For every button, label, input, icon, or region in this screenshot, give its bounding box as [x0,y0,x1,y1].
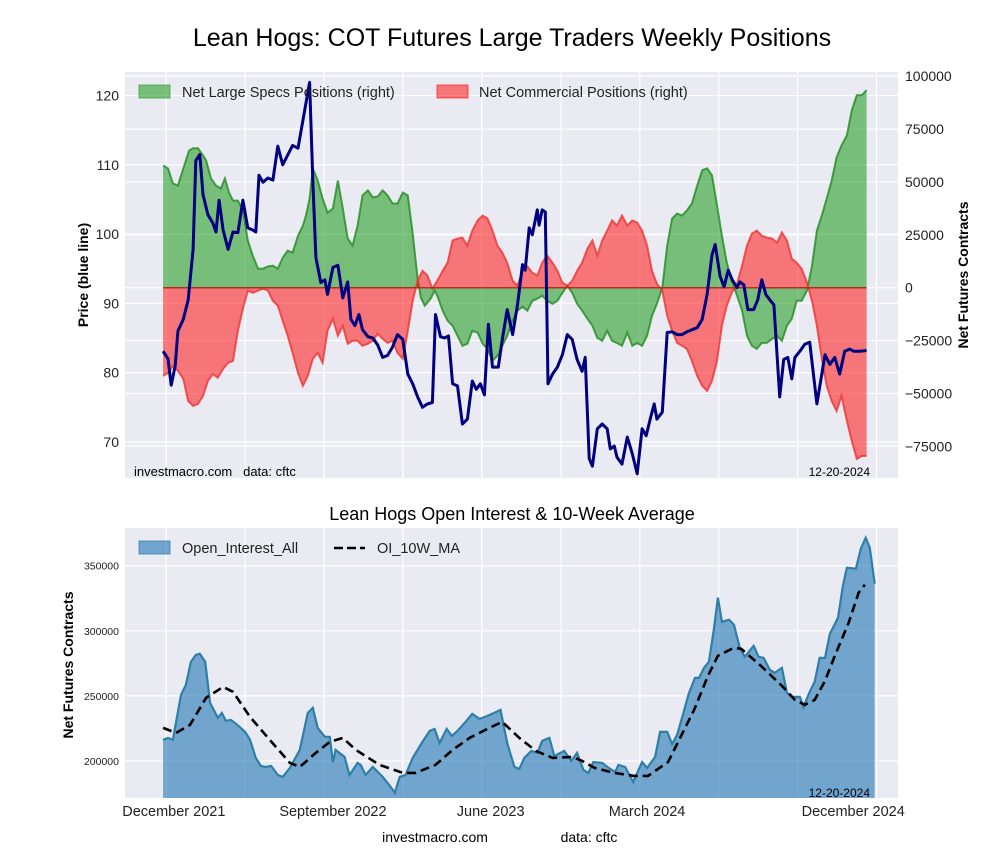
x-tick-label: December 2021 [122,804,225,820]
contracts-tick-label: 25000 [905,227,944,243]
legend-swatch-specs [138,84,171,99]
price-axis-ticks: 70 80 90 100 110 120 [96,88,120,450]
open-interest-tick-label: 300000 [84,626,119,638]
price-line [161,80,867,476]
footer-data: data: cftc [561,829,618,845]
open-interest-axis-ticks: 200000 250000 300000 350000 [84,561,119,768]
legend-label-open-interest: Open_Interest_All [182,541,298,557]
legend-swatch-open-interest [138,540,171,555]
open-interest-tick-label: 250000 [84,691,119,703]
contracts-axis-label: Net Futures Contracts [955,201,971,348]
contracts-axis-ticks: 100000 75000 50000 25000 0 −25000 −50000 −75000 [905,68,952,454]
contracts-tick-label: −25000 [905,333,952,349]
open-interest-chart: Lean Hogs Open Interest & 10-Week Averag… [60,504,905,820]
open-interest-outline [162,535,876,796]
positions-grid [125,72,898,478]
contracts-tick-label: 75000 [905,121,944,137]
price-tick-label: 110 [97,157,120,173]
specs-outline [162,89,868,363]
x-axis-ticks: December 2021 September 2022 June 2023 Marc… [122,804,905,820]
figure-title: Lean Hogs: COT Futures Large Traders Wee… [193,24,831,52]
x-tick-label: September 2022 [279,804,386,820]
legend-label-commercial: Net Commercial Positions (right) [479,85,688,101]
price-tick-label: 80 [103,365,119,381]
commercial-outline [162,213,867,461]
open-interest-tick-label: 350000 [84,561,119,573]
contracts-tick-label: 0 [905,280,913,296]
contracts-tick-label: 100000 [905,68,952,84]
positions-areas [162,89,868,461]
legend-swatch-commercial [436,84,469,99]
x-tick-label: December 2024 [802,804,905,820]
positions-chart: 70 80 90 100 110 120 100000 75000 50000 25000 0 −2… [75,68,971,479]
price-tick-label: 70 [103,434,119,450]
positions-legend: Net Large Specs Positions (right) Net Co… [138,84,688,101]
contracts-tick-label: −50000 [905,385,952,401]
price-tick-label: 100 [96,226,120,242]
open-interest-area-group [162,535,876,798]
open-interest-title: Lean Hogs Open Interest & 10-Week Averag… [329,504,695,524]
contracts-tick-label: 50000 [905,174,944,190]
positions-watermark: investmacro.com data: cftc [134,464,296,479]
x-tick-label: March 2024 [609,804,686,820]
price-tick-label: 120 [96,88,120,104]
positions-date-stamp: 12-20-2024 [809,465,871,479]
open-interest-legend: Open_Interest_All OI_10W_MA [138,540,460,557]
footer-site: investmacro.com [382,829,488,845]
legend-label-moving-average: OI_10W_MA [377,541,460,557]
open-interest-tick-label: 200000 [84,756,119,768]
commercial-area [163,215,867,459]
open-interest-area [163,537,875,798]
moving-average-group [162,583,866,778]
price-tick-label: 90 [103,295,119,311]
legend-label-specs: Net Large Specs Positions (right) [182,85,395,101]
open-interest-date-stamp: 12-20-2024 [809,786,871,800]
price-line-group [161,80,867,476]
price-axis-label: Price (blue line) [75,223,91,327]
contracts-tick-label: −75000 [905,438,952,454]
open-interest-axis-label: Net Futures Contracts [60,591,76,738]
moving-average-line [162,583,866,778]
x-tick-label: June 2023 [457,804,525,820]
